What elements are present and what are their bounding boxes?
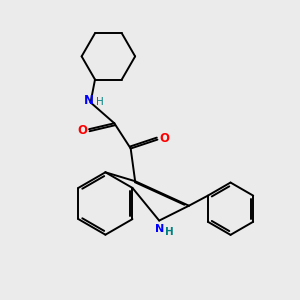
Text: N: N: [84, 94, 94, 107]
Text: H: H: [96, 97, 103, 107]
Text: O: O: [77, 124, 88, 137]
Text: N: N: [155, 224, 164, 234]
Text: O: O: [159, 132, 169, 145]
Text: H: H: [165, 227, 174, 237]
